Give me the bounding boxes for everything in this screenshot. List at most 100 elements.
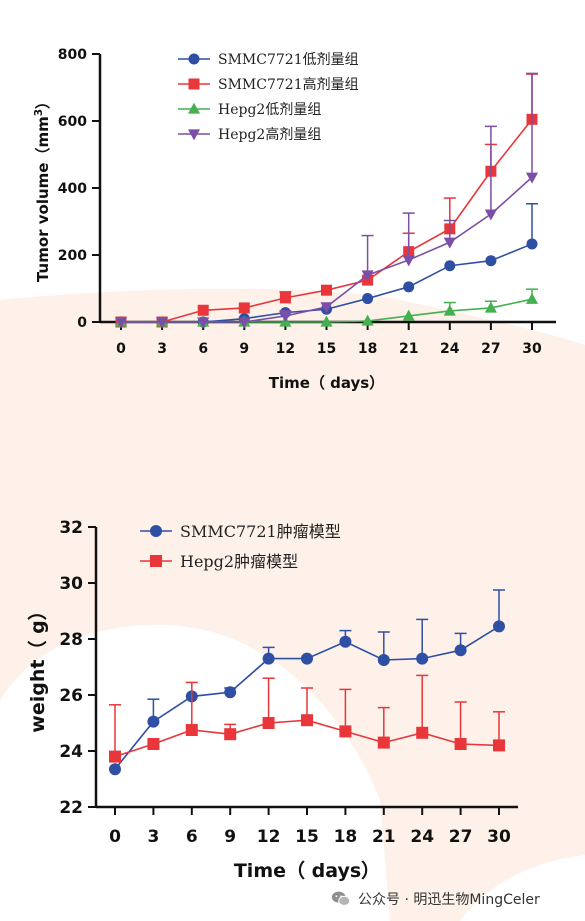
data-point (454, 644, 467, 657)
series-2 (109, 674, 505, 763)
data-point (238, 302, 250, 314)
data-point (403, 281, 415, 293)
data-point (484, 209, 497, 221)
data-point (279, 292, 291, 304)
x-axis-title: Time（ days） (269, 374, 385, 392)
legend-label: Hepg2高剂量组 (218, 126, 321, 143)
x-tick-label: 21 (372, 827, 396, 847)
x-tick-label: 6 (186, 827, 198, 847)
legend-item-1: SMMC7721肿瘤模型 (140, 522, 341, 541)
data-point (279, 311, 292, 323)
data-point (362, 293, 374, 305)
data-point (416, 652, 429, 665)
legend-item-1: SMMC7721低剂量组 (178, 52, 359, 68)
data-point (443, 304, 456, 316)
x-tick-label: 18 (334, 827, 358, 847)
data-point (156, 317, 169, 329)
data-point (320, 315, 333, 327)
data-point (321, 284, 332, 296)
y-tick-label: 32 (59, 518, 83, 538)
legend-label: SMMC7721低剂量组 (218, 52, 359, 68)
x-tick-label: 24 (410, 827, 434, 847)
series-1 (109, 589, 505, 776)
data-point (361, 314, 374, 326)
legend-item-2: Hepg2肿瘤模型 (140, 552, 298, 571)
data-point (262, 717, 275, 729)
legend-marker (187, 129, 201, 141)
x-tick-label: 3 (147, 827, 159, 847)
data-point (320, 302, 333, 314)
data-point (301, 652, 313, 665)
legend-label: Hepg2低剂量组 (218, 102, 321, 118)
data-point (525, 172, 539, 184)
data-point (443, 237, 456, 249)
y-axis-title: weight（ g） (26, 601, 49, 732)
x-tick-label: 0 (116, 341, 126, 357)
x-tick-label: 27 (449, 827, 473, 847)
x-tick-label: 15 (295, 827, 319, 847)
data-point (197, 317, 210, 329)
x-tick-label: 3 (157, 341, 167, 357)
data-point (147, 738, 160, 750)
x-tick-label: 9 (239, 341, 249, 357)
x-tick-label: 12 (276, 341, 295, 357)
legend-item-4: Hepg2高剂量组 (178, 126, 321, 143)
data-point (339, 725, 352, 738)
data-point (224, 686, 237, 699)
data-point (485, 255, 497, 267)
y-tick-label: 0 (77, 315, 87, 331)
x-tick-label: 15 (317, 341, 336, 357)
data-point (361, 270, 374, 282)
data-point (147, 715, 160, 728)
body-weight-chart: 0 3 6 9 12 15 18 21 24 27 30 22 24 26 28 30 32 Time（ days… (26, 518, 518, 882)
data-point (377, 736, 390, 749)
data-point (402, 309, 415, 321)
tumor-volume-chart: 0 3 6 9 12 15 18 21 24 27 30 0 200 400 600 800 Time（ day… (33, 47, 556, 392)
y-tick-label: 30 (59, 574, 83, 594)
x-tick-label: 30 (487, 827, 511, 847)
data-point (526, 238, 538, 250)
x-tick-label: 0 (109, 827, 121, 847)
data-point (493, 739, 505, 752)
data-point (197, 304, 209, 316)
y-tick-label: 200 (58, 248, 87, 264)
data-point (416, 726, 429, 739)
watermark-text: 公众号 · 明迅生物MingCeler (358, 892, 540, 908)
data-point (525, 292, 539, 304)
series-4 (114, 72, 539, 329)
legend-label: SMMC7721肿瘤模型 (180, 522, 341, 541)
legend-marker (150, 525, 162, 537)
y-tick-label: 800 (58, 47, 87, 63)
data-point (377, 654, 390, 666)
x-tick-label: 6 (198, 341, 208, 357)
data-point (444, 260, 456, 272)
y-tick-label: 400 (58, 181, 87, 197)
data-point (238, 317, 251, 329)
x-tick-label: 9 (224, 827, 236, 847)
legend-marker (187, 102, 201, 114)
x-tick-label: 21 (399, 341, 418, 357)
data-point (185, 724, 198, 736)
data-point (454, 738, 467, 750)
y-tick-label: 600 (58, 114, 87, 130)
y-axis-title: Tumor volume（mm3） (33, 94, 52, 282)
data-point (493, 620, 505, 633)
data-point (301, 714, 313, 727)
legend-marker (188, 53, 200, 65)
legend-label: SMMC7721高剂量组 (218, 76, 359, 93)
x-tick-label: 18 (358, 341, 377, 357)
y-tick-label: 26 (59, 686, 83, 706)
data-point (109, 763, 121, 776)
data-point (114, 317, 128, 329)
data-point (224, 728, 237, 741)
legend-marker (150, 555, 162, 567)
y-tick-label: 28 (59, 630, 83, 650)
data-point (402, 255, 415, 267)
x-tick-label: 12 (257, 827, 281, 847)
watermark: 公众号 · 明迅生物MingCeler (330, 886, 580, 912)
data-point (109, 750, 121, 763)
legend-item-2: SMMC7721高剂量组 (178, 76, 359, 93)
x-tick-label: 24 (440, 341, 460, 357)
wechat-icon (331, 891, 351, 906)
